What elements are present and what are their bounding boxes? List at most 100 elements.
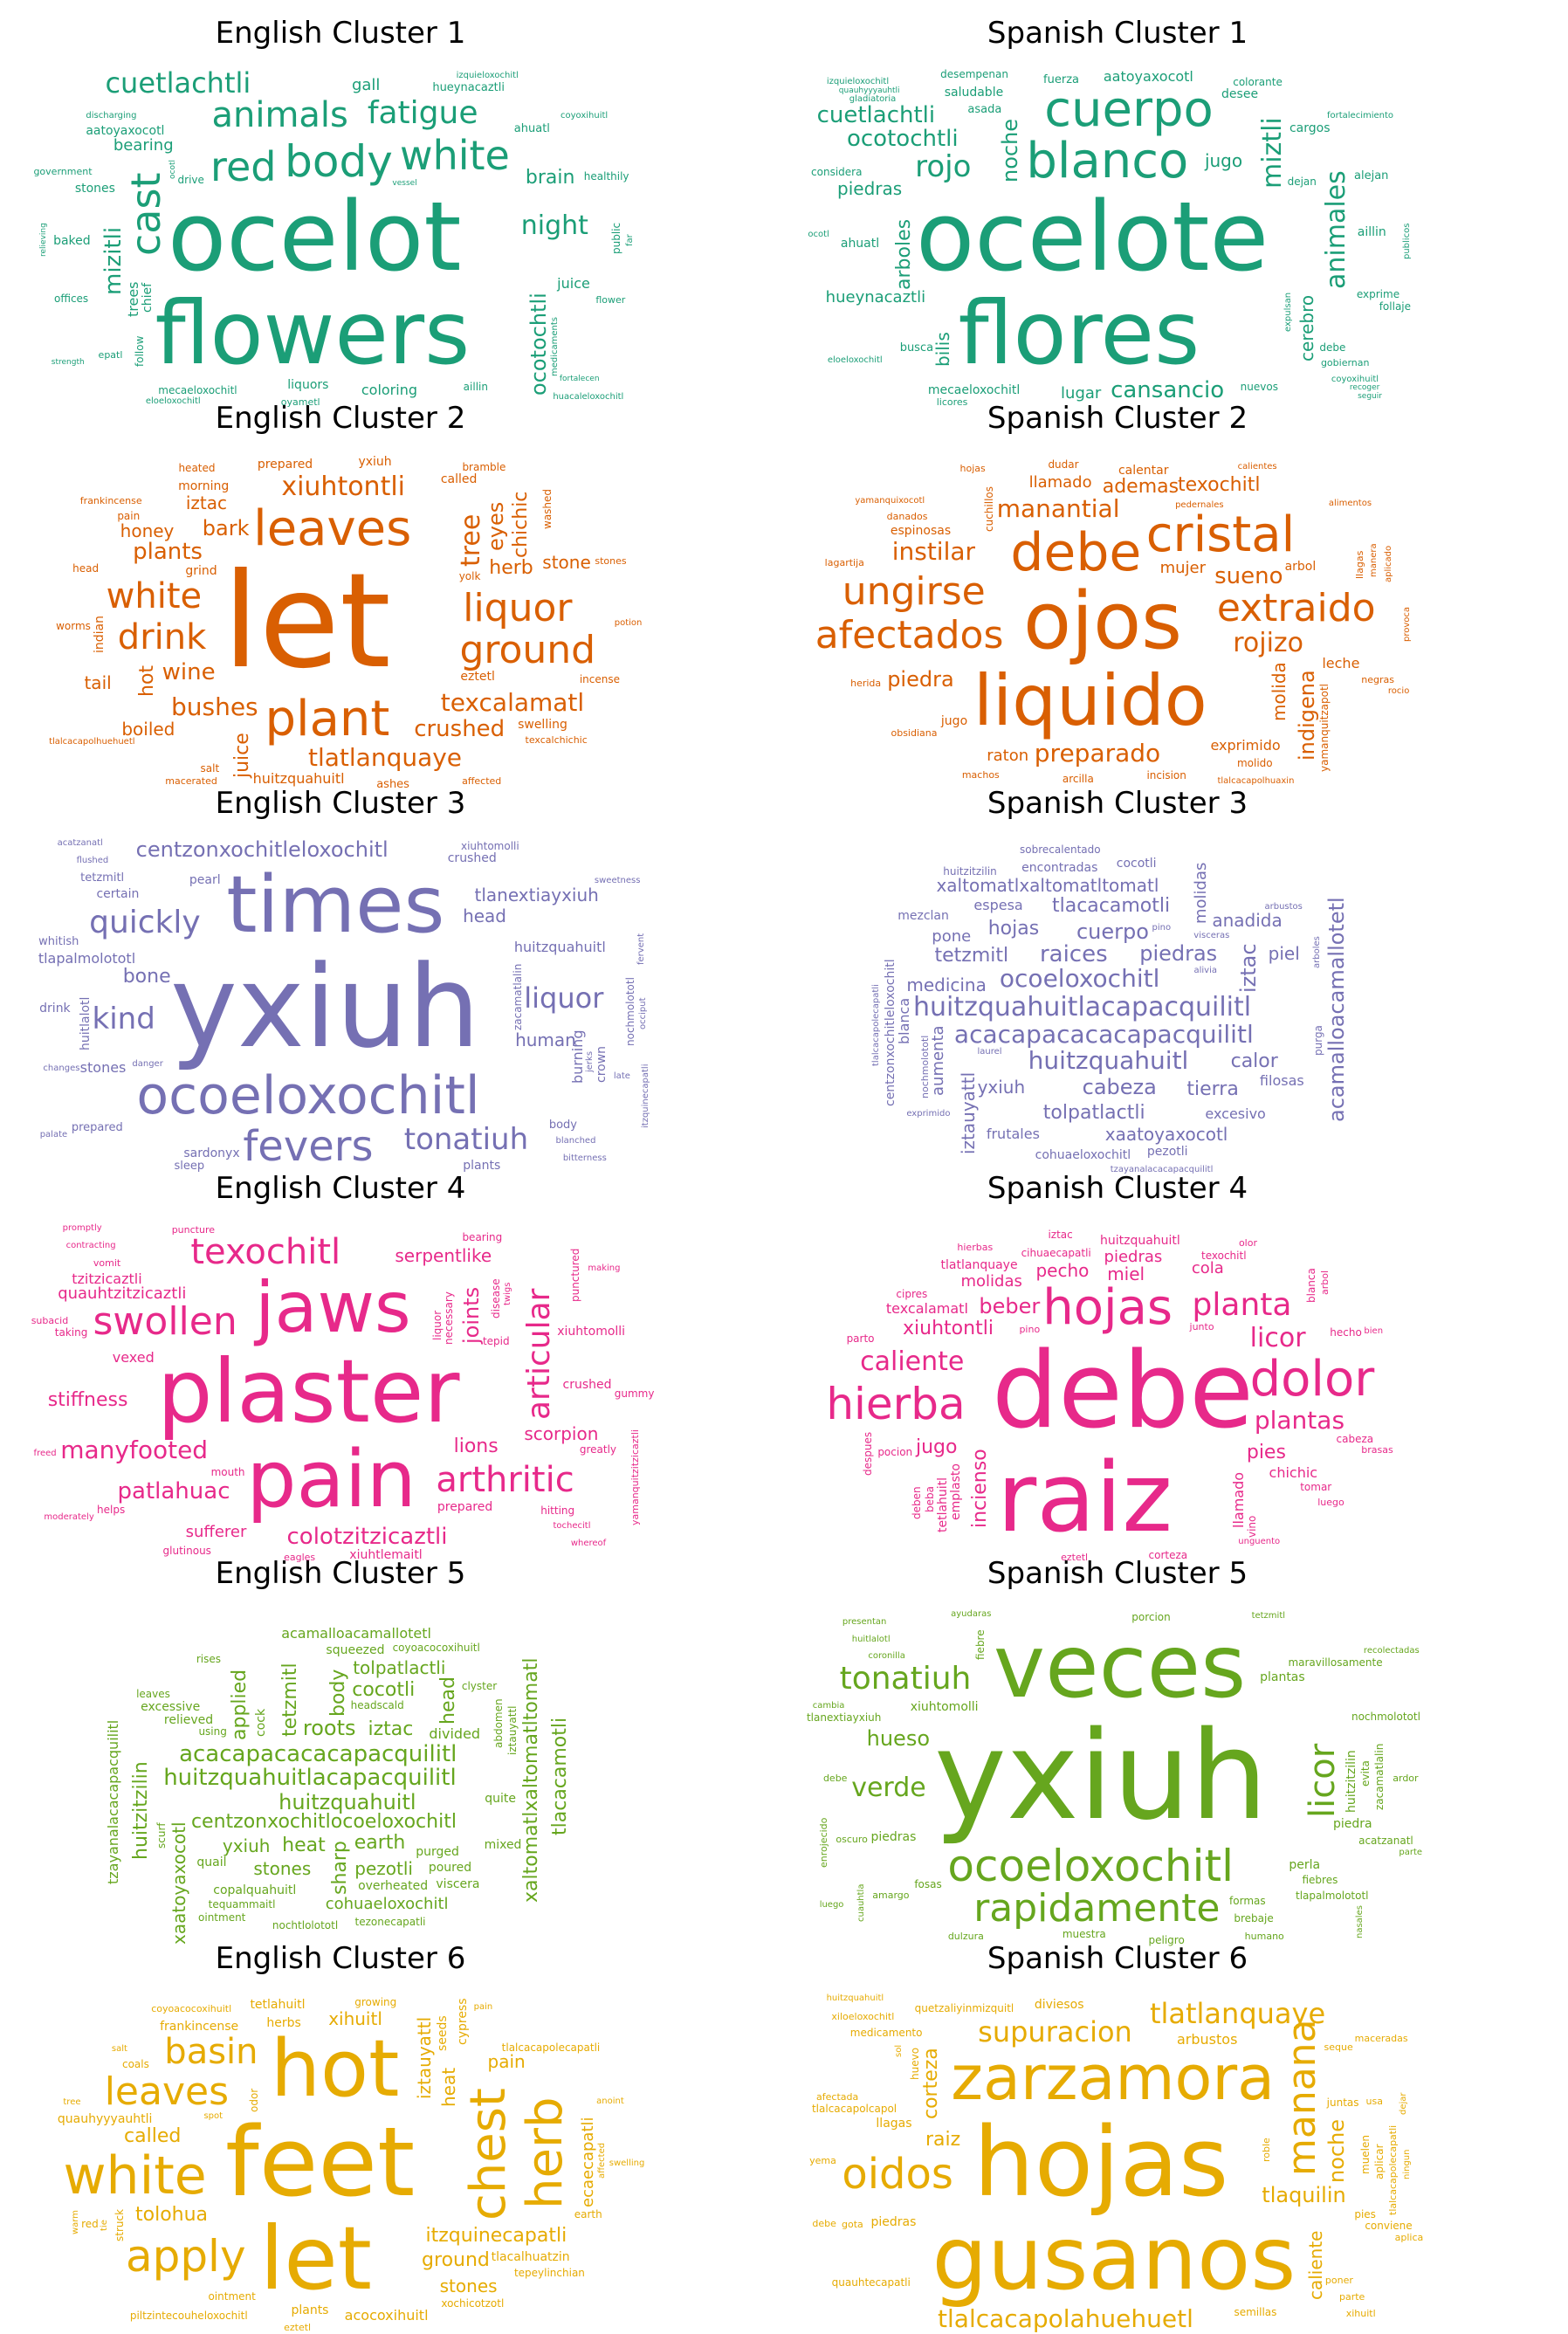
cloud-word: let: [223, 545, 391, 698]
word-cloud: ocelot flowers body white red cast animals fati…: [26, 66, 655, 409]
cloud-word: pain: [246, 1434, 416, 1526]
cloud-word: viscera: [436, 1876, 480, 1891]
cloud-word: aumenta: [929, 1025, 948, 1096]
cloud-word: washed: [541, 489, 554, 530]
cloud-word: quetzaliyinmizquitl: [914, 2002, 1014, 2015]
cloud-word: aillin: [463, 381, 488, 394]
cloud-word: raton: [987, 746, 1029, 765]
cloud-word: serpentlike: [395, 1245, 492, 1267]
cloud-word: licores: [936, 396, 968, 408]
cloud-word: plants: [291, 2303, 329, 2318]
cloud-word: juntas: [1326, 2096, 1359, 2110]
cloud-word: aplicar: [1372, 2144, 1386, 2180]
cloud-word: hojas: [1042, 1279, 1173, 1337]
cloud-word: indigena: [1295, 670, 1320, 761]
cloud-word: dudar: [1048, 458, 1079, 472]
cloud-word: itzquinecapatli: [425, 2225, 567, 2248]
cloud-word: publicos: [1401, 223, 1412, 259]
cloud-word: alejan: [1354, 169, 1389, 183]
cloud-word: dejan: [1287, 176, 1317, 189]
chart-title: Spanish Cluster 4: [987, 1171, 1248, 1206]
cloud-word: ningun: [1401, 2149, 1412, 2179]
cloud-word: oidos: [842, 2150, 953, 2200]
cloud-word: crushed: [414, 715, 505, 742]
cloud-word: gota: [842, 2218, 863, 2230]
cloud-word: tierra: [1186, 1077, 1239, 1100]
cloud-word: tlalcacapolecapatli: [501, 2041, 601, 2054]
word-cloud: plaster pain jaws swollen texochitl arthritic…: [26, 1222, 655, 1564]
cloud-word: xihuitl: [328, 2008, 382, 2030]
cloud-word: corteza: [920, 2048, 943, 2119]
cloud-word: olor: [1238, 1237, 1257, 1250]
cloud-word: piedras: [837, 177, 903, 199]
cloud-word: afectados: [815, 612, 1004, 658]
cloud-word: colotzitzicaztli: [286, 1524, 448, 1551]
cloud-word: plants: [463, 1159, 501, 1174]
cloud-word: molido: [1236, 757, 1273, 770]
cloud-word: danger: [132, 1058, 163, 1069]
cloud-word: red: [81, 2217, 99, 2230]
wordcloud-panel: Spanish Cluster 4 debe raiz hojas dolor hierb…: [803, 1171, 1432, 1564]
cloud-word: piedras: [870, 2214, 917, 2229]
cloud-word: raiz: [997, 1441, 1173, 1553]
cloud-word: espesa: [973, 896, 1023, 913]
cloud-word: pain: [487, 2051, 526, 2073]
cloud-word: xaltomatlxaltomatltomatl: [520, 1657, 543, 1903]
wordcloud-panel: Spanish Cluster 2 ojos liquido debe cristal a…: [803, 401, 1432, 794]
cloud-word: red: [210, 142, 277, 190]
cloud-word: sardonyx: [183, 1146, 240, 1161]
cloud-word: piltzintecouheloxochitl: [129, 2309, 248, 2322]
cloud-word: stones: [79, 1058, 127, 1076]
cloud-word: licor: [1249, 1323, 1306, 1354]
cloud-word: fiebre: [974, 1629, 987, 1661]
cloud-word: mecaeloxochitl: [158, 383, 237, 396]
cloud-word: peligro: [1148, 1933, 1185, 1946]
cloud-word: xaltomatlxaltomatltomatl: [936, 875, 1159, 897]
cloud-word: copalquahuitl: [213, 1883, 297, 1898]
chart-title: English Cluster 1: [215, 16, 466, 51]
cloud-word: nuevos: [1240, 381, 1278, 394]
chart-title: Spanish Cluster 3: [987, 786, 1248, 821]
cloud-word: tequammaitl: [208, 1898, 276, 1911]
cloud-word: hueso: [866, 1726, 930, 1752]
cloud-word: yamanquitzitzicaztli: [629, 1429, 641, 1525]
cloud-word: huitzquahuitl: [513, 939, 606, 956]
cloud-word: leche: [1322, 655, 1360, 672]
cloud-word: herida: [850, 678, 882, 690]
cloud-word: quauhtecapatli: [831, 2276, 911, 2289]
cloud-word: incense: [579, 673, 621, 686]
cloud-word: pino: [1019, 1324, 1041, 1336]
cloud-word: fervent: [636, 933, 646, 966]
cloud-word: xiloeloxochitl: [831, 2010, 895, 2022]
cloud-word: follaje: [1379, 299, 1412, 313]
cloud-word: texochitl: [190, 1232, 341, 1273]
cloud-word: texochitl: [1201, 1250, 1247, 1263]
cloud-word: tepid: [482, 1334, 510, 1347]
cloud-word: liquido: [973, 660, 1207, 742]
cloud-word: nochmolototl: [1351, 1710, 1420, 1723]
cloud-word: plaster: [157, 1340, 460, 1442]
cloud-word: trees: [125, 281, 142, 317]
cloud-word: eztetl: [460, 670, 495, 685]
cloud-word: huitzitzilin: [130, 1761, 153, 1861]
cloud-word: huitzquahuitl: [252, 769, 345, 787]
cloud-word: noche: [1324, 2119, 1350, 2184]
cloud-word: cambia: [812, 1700, 845, 1711]
cloud-word: dejar: [1398, 2092, 1408, 2115]
cloud-word: nochmolototl: [918, 1036, 931, 1099]
cloud-word: patlahuac: [117, 1477, 230, 1504]
cloud-word: affected: [462, 775, 502, 787]
cloud-word: quail: [196, 1855, 227, 1869]
cloud-word: earth: [574, 2207, 602, 2220]
cloud-word: iztac: [185, 492, 228, 514]
cloud-word: leaves: [253, 500, 412, 558]
cloud-word: iztac: [368, 1718, 414, 1741]
cloud-word: wine: [162, 659, 216, 686]
cloud-word: ecaecapatli: [578, 2117, 597, 2207]
cloud-word: yamanquitzapotl: [1317, 684, 1331, 773]
cloud-word: applied: [228, 1669, 251, 1740]
cloud-word: clyster: [461, 1679, 498, 1692]
cloud-word: tlacalhuatzin: [491, 2250, 570, 2265]
cloud-word: huitzquahuitl: [1099, 1233, 1180, 1248]
cloud-word: bone: [122, 966, 171, 988]
